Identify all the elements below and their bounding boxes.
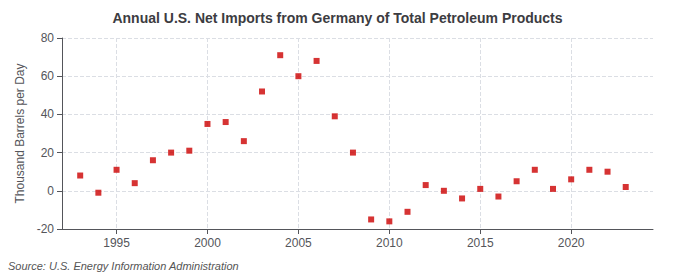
svg-text:2005: 2005 bbox=[285, 236, 312, 250]
svg-text:Source: U.S. Energy Informatio: Source: U.S. Energy Information Administ… bbox=[8, 260, 239, 272]
svg-text:40: 40 bbox=[41, 107, 55, 121]
svg-text:2000: 2000 bbox=[194, 236, 221, 250]
svg-text:80: 80 bbox=[41, 31, 55, 45]
svg-text:Annual U.S. Net Imports from G: Annual U.S. Net Imports from Germany of … bbox=[112, 10, 562, 26]
svg-text:2010: 2010 bbox=[376, 236, 403, 250]
svg-text:Thousand Barrels per Day: Thousand Barrels per Day bbox=[13, 63, 27, 203]
svg-text:20: 20 bbox=[41, 146, 55, 160]
svg-text:1995: 1995 bbox=[103, 236, 130, 250]
svg-text:2015: 2015 bbox=[467, 236, 494, 250]
svg-text:-20: -20 bbox=[37, 222, 55, 236]
svg-text:60: 60 bbox=[41, 69, 55, 83]
svg-text:0: 0 bbox=[47, 184, 54, 198]
svg-text:2020: 2020 bbox=[558, 236, 585, 250]
